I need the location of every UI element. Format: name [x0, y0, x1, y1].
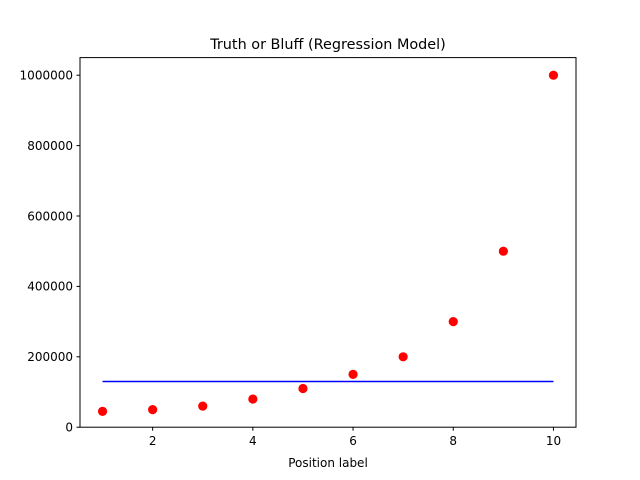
y-tick-label: 800000 — [27, 139, 73, 153]
x-tick-label: 8 — [449, 434, 457, 448]
x-tick-label: 4 — [249, 434, 257, 448]
data-point — [398, 352, 408, 362]
data-point — [97, 406, 108, 416]
x-tick-label: 2 — [149, 434, 157, 448]
x-axis-title: Position label — [288, 456, 368, 470]
axes: 2 4 6 8 10 0 200000 400000 600000 800000 1000000 — [20, 69, 562, 449]
y-tick-label: 600000 — [27, 209, 73, 223]
y-tick-label: 1000000 — [20, 69, 73, 83]
y-tick-label: 0 — [65, 421, 73, 435]
data-point — [548, 70, 559, 80]
data-point — [348, 369, 358, 379]
plot-frame — [79, 57, 577, 428]
chart-title: Truth or Bluff (Regression Model) — [209, 37, 446, 53]
data-point — [248, 394, 258, 404]
x-tick-label: 6 — [349, 434, 357, 448]
x-tick-label: 10 — [546, 434, 561, 448]
data-point — [498, 246, 508, 256]
data-point — [448, 317, 458, 327]
y-tick-label: 200000 — [27, 350, 73, 364]
y-tick-label: 400000 — [27, 280, 73, 294]
plot-marks — [97, 70, 559, 416]
data-point — [198, 401, 208, 411]
data-point — [148, 405, 158, 415]
data-point — [298, 383, 308, 394]
